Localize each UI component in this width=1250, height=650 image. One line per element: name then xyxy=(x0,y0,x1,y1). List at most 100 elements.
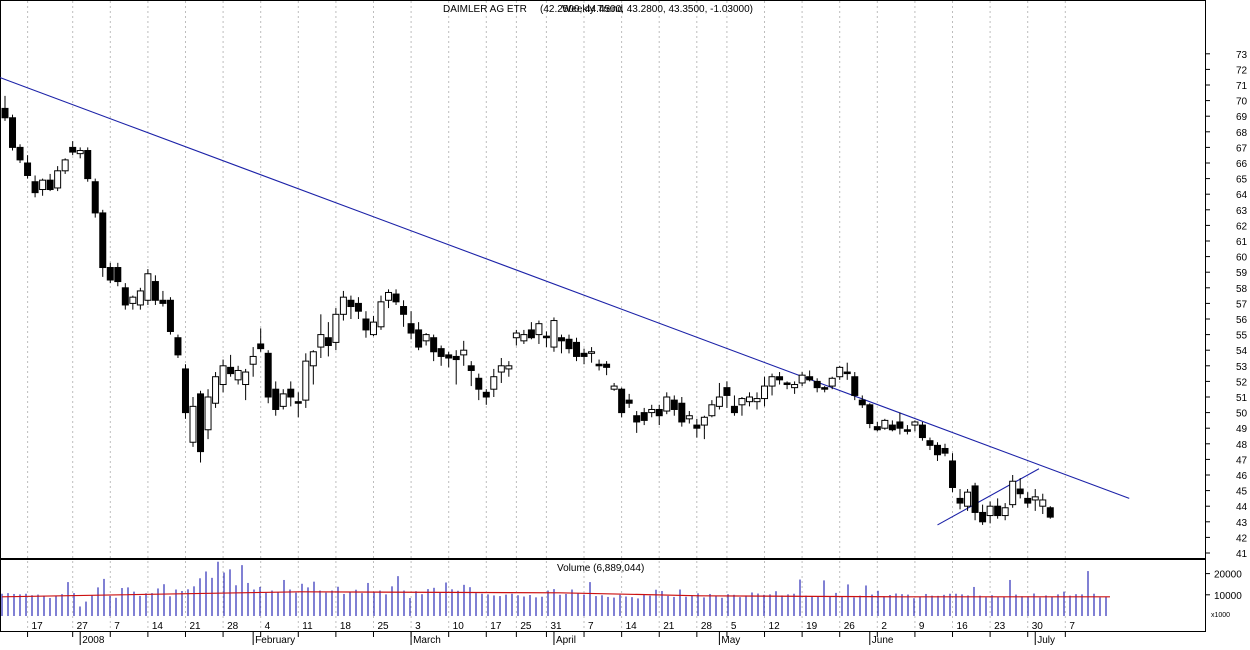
candle xyxy=(309,350,317,385)
overlay-label: Weekly Trend xyxy=(562,4,623,15)
candle-body-down xyxy=(888,424,896,431)
price-axis-label: 63 xyxy=(1236,206,1248,217)
candle xyxy=(287,381,295,407)
candle-body-down xyxy=(949,460,957,488)
candle xyxy=(715,382,723,410)
candle xyxy=(918,421,926,441)
date-axis-period-label: February xyxy=(255,635,295,645)
candle xyxy=(648,404,656,418)
candle xyxy=(881,418,889,430)
candle-body-down xyxy=(121,287,129,306)
candle xyxy=(106,262,114,284)
candle-body-up xyxy=(54,170,62,189)
candle-body-up xyxy=(497,365,505,373)
candle-body-down xyxy=(99,212,107,269)
candle-body-down xyxy=(430,337,438,353)
candle-body-down xyxy=(580,352,588,357)
date-axis-day-label: 7 xyxy=(114,621,120,632)
date-axis-day-label: 27 xyxy=(77,621,89,632)
candle-body-down xyxy=(821,387,829,390)
candle xyxy=(257,328,265,352)
candle-body-down xyxy=(670,399,678,410)
price-axis-label: 69 xyxy=(1236,112,1248,123)
candle xyxy=(903,425,911,435)
candle xyxy=(926,437,934,451)
candle-body-up xyxy=(219,365,227,386)
candle-body-up xyxy=(422,334,430,342)
candle xyxy=(16,144,24,163)
date-axis-day-label: 19 xyxy=(806,621,818,632)
candle-body-up xyxy=(768,376,776,387)
candle xyxy=(129,295,137,310)
candle-body-down xyxy=(633,415,641,423)
candle xyxy=(670,395,678,416)
candle xyxy=(189,397,197,447)
candle xyxy=(791,381,799,394)
candle xyxy=(745,392,753,407)
candle-body-down xyxy=(1046,507,1054,518)
candle-body-down xyxy=(926,440,934,446)
candle xyxy=(69,141,77,156)
candle-body-down xyxy=(347,299,355,308)
candle-body-up xyxy=(881,419,889,429)
candle-body-down xyxy=(467,365,475,371)
candle xyxy=(1039,493,1047,514)
candle xyxy=(512,329,520,346)
candle xyxy=(385,289,393,309)
candle-body-down xyxy=(813,380,821,389)
candle xyxy=(482,389,490,405)
candle-body-down xyxy=(294,401,302,404)
date-axis-day-label: 7 xyxy=(588,621,594,632)
price-axis-label: 68 xyxy=(1236,128,1248,139)
candle xyxy=(663,392,671,415)
candle-body-down xyxy=(866,404,874,425)
candle xyxy=(994,498,1002,519)
candle xyxy=(467,361,475,387)
candle xyxy=(249,347,257,377)
candle xyxy=(46,173,54,192)
chart-title: DAIMLER AG ETR xyxy=(443,4,527,15)
candle xyxy=(505,361,513,377)
price-axis-label: 46 xyxy=(1236,471,1248,482)
candle-body-down xyxy=(437,348,445,357)
candle xyxy=(437,345,445,366)
candle-body-down xyxy=(354,302,362,312)
candle-body-down xyxy=(1016,488,1024,495)
price-panel-frame xyxy=(0,0,1206,559)
candle-body-down xyxy=(392,293,400,303)
candle-body-down xyxy=(475,377,483,390)
candle-body-up xyxy=(369,321,377,336)
date-axis-day-label: 23 xyxy=(994,621,1006,632)
price-axis-label: 66 xyxy=(1236,159,1248,170)
candle xyxy=(151,275,159,305)
date-axis-day-label: 30 xyxy=(1032,621,1044,632)
candle xyxy=(9,114,17,151)
candle xyxy=(761,376,769,407)
candle-body-down xyxy=(1024,497,1032,504)
candle xyxy=(354,297,362,319)
candle-body-down xyxy=(858,399,866,406)
price-axis-label: 43 xyxy=(1236,518,1248,529)
date-axis-day-label: 28 xyxy=(227,621,239,632)
candle-body-up xyxy=(76,150,84,155)
candle-body-down xyxy=(557,337,565,342)
candle xyxy=(693,418,701,438)
date-axis-day-label: 28 xyxy=(701,621,713,632)
date-axis-period-label: 2008 xyxy=(82,635,105,645)
candle xyxy=(678,397,686,427)
candle-body-down xyxy=(445,354,453,359)
date-axis-day-label: 17 xyxy=(32,621,44,632)
candle-body-up xyxy=(911,421,919,426)
date-axis-day-label: 26 xyxy=(844,621,856,632)
candle xyxy=(497,358,505,383)
candle-body-down xyxy=(9,117,17,148)
date-axis-day-label: 3 xyxy=(415,621,421,632)
candle-body-up xyxy=(204,396,212,431)
price-axis-label: 64 xyxy=(1236,190,1248,201)
candle-body-up xyxy=(1031,496,1039,501)
candle xyxy=(723,381,731,408)
candle-body-down xyxy=(407,323,415,334)
candle xyxy=(896,412,904,435)
candle-body-up xyxy=(339,296,347,315)
trendline xyxy=(937,468,1040,526)
